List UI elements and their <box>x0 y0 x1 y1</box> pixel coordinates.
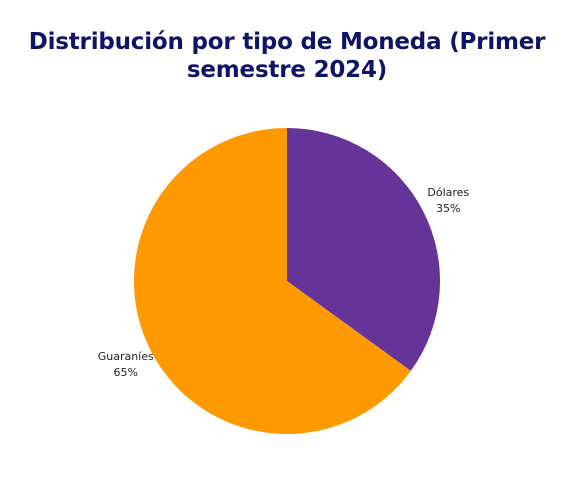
pie-slice-guaran-es <box>134 128 411 434</box>
pie-slice-d-lares <box>287 128 440 371</box>
slice-label: Dólares <box>427 186 469 199</box>
slice-value-label: 65% <box>114 366 138 379</box>
slice-value-label: 35% <box>436 202 460 215</box>
chart-title: Distribución por tipo de Moneda (Primer … <box>28 29 546 83</box>
slice-label: Guaraníes <box>98 350 154 363</box>
